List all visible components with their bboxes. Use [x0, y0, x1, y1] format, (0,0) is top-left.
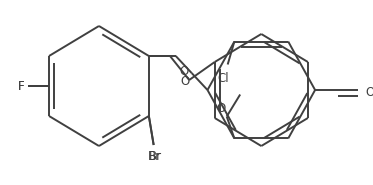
Text: F: F	[18, 80, 24, 92]
Text: Cl: Cl	[217, 72, 229, 85]
Text: F: F	[18, 80, 24, 92]
Text: O: O	[365, 86, 373, 99]
Text: O: O	[181, 75, 190, 88]
Text: O: O	[179, 65, 188, 78]
Text: Br: Br	[149, 150, 162, 163]
Text: Br: Br	[148, 150, 161, 163]
Text: O: O	[216, 102, 226, 115]
